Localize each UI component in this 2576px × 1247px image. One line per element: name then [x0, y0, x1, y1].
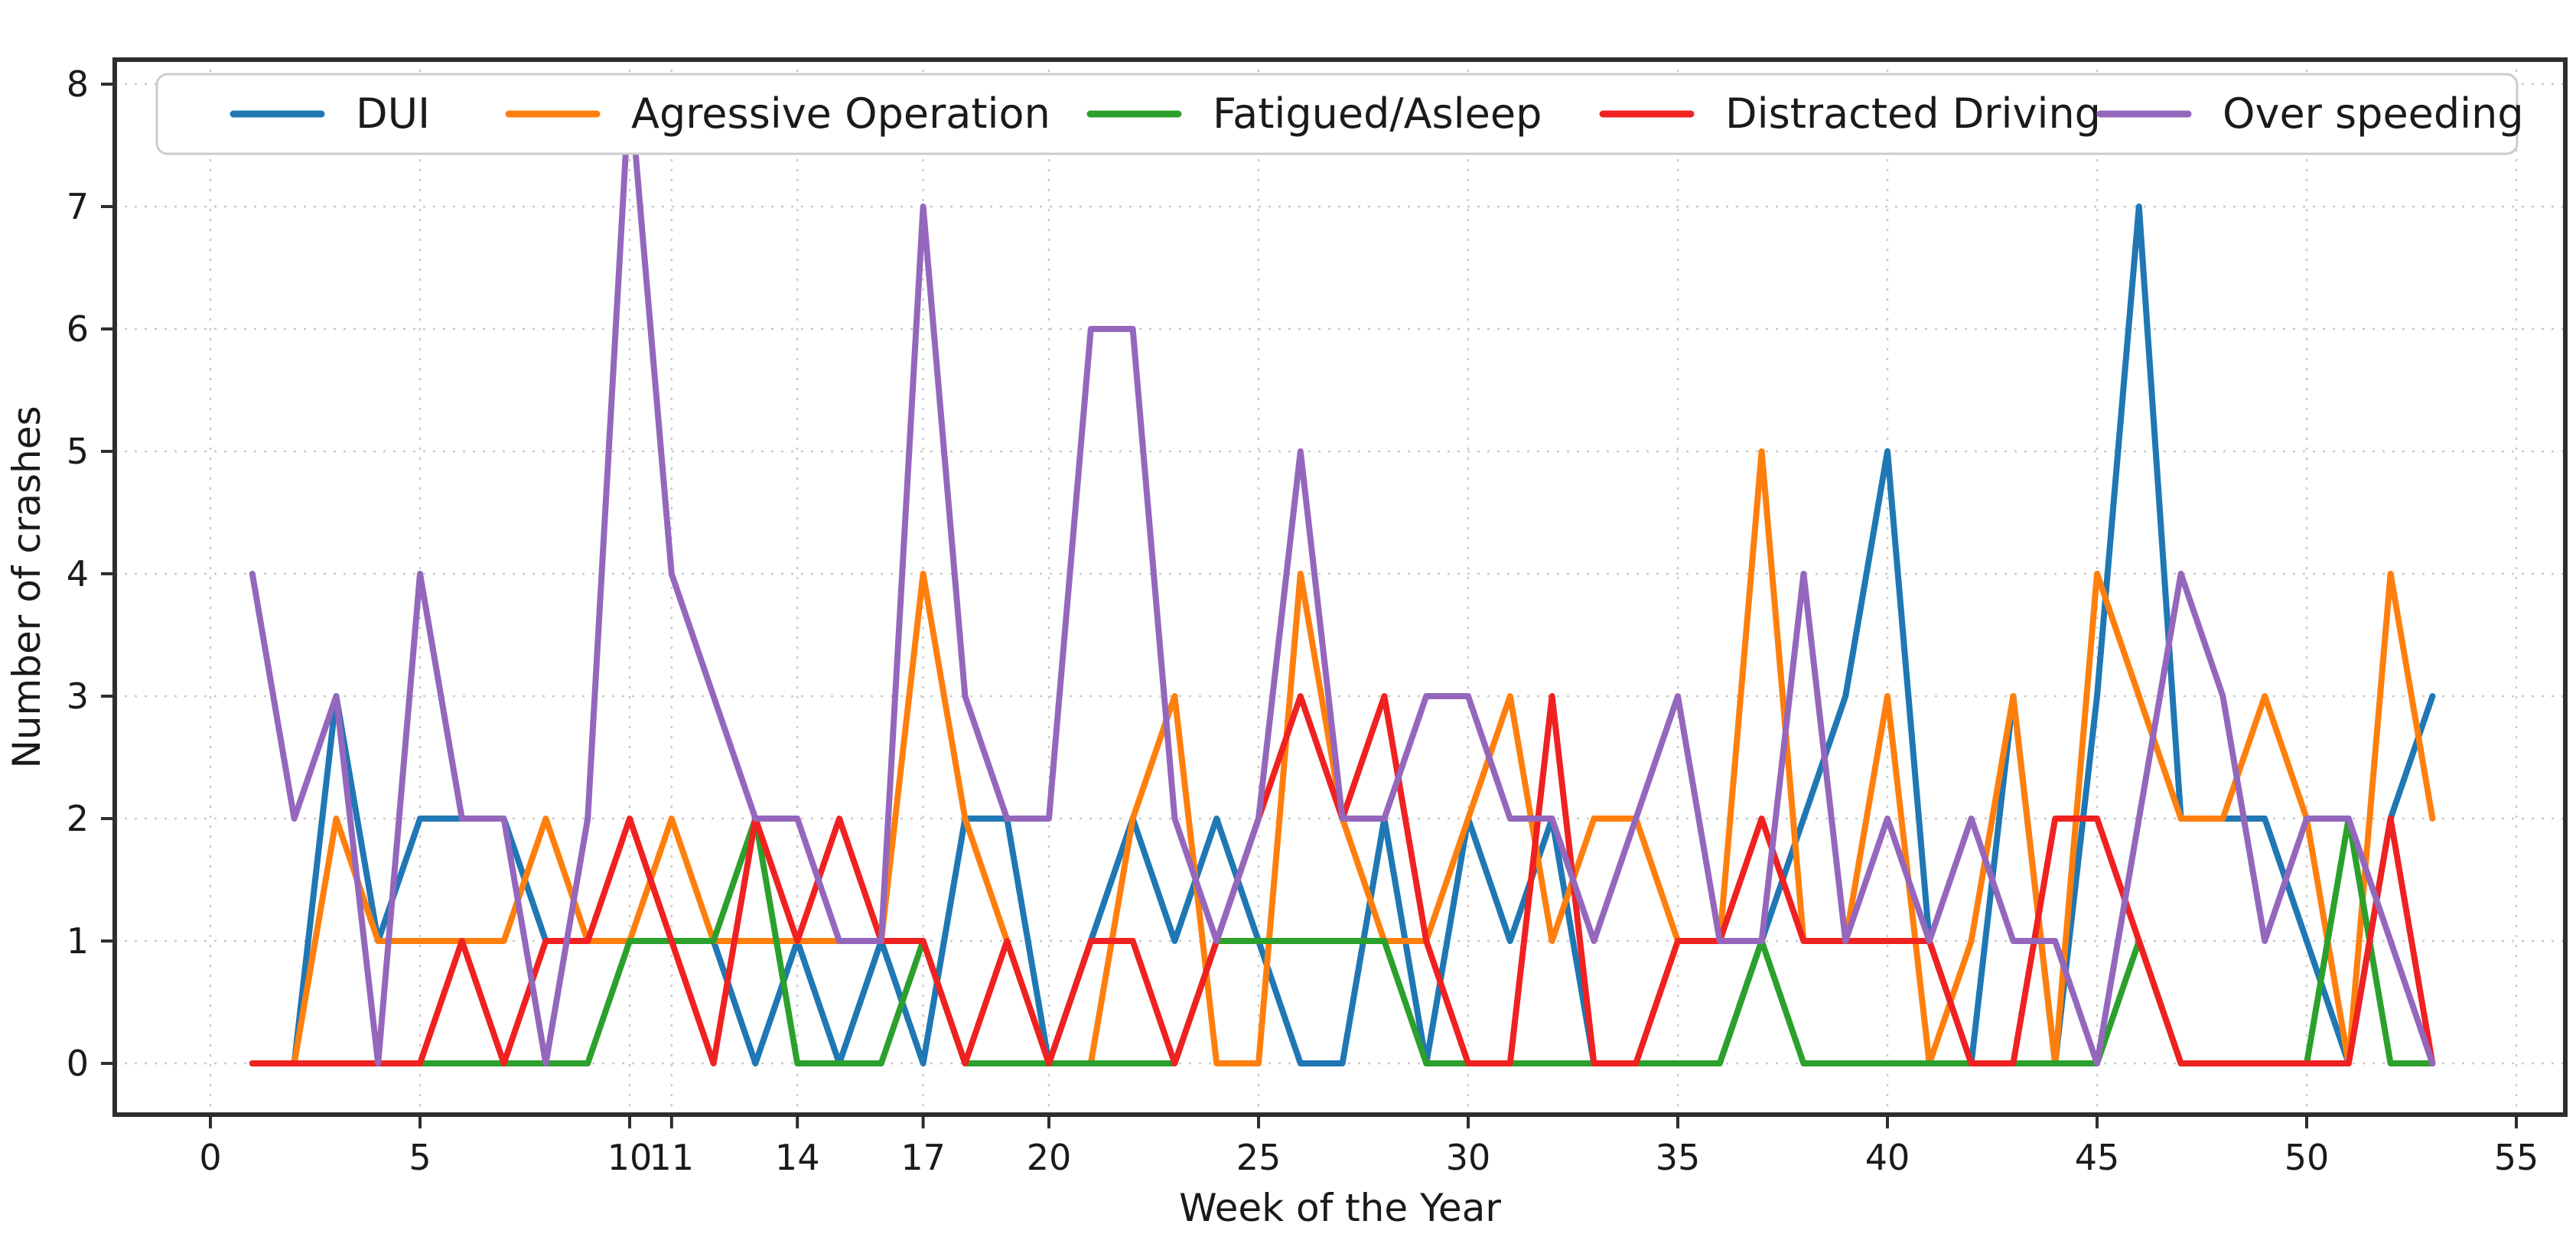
y-tick-label-5: 5	[67, 431, 89, 472]
y-tick-label-4: 4	[67, 553, 89, 594]
legend-item-fatigued-asleep: Fatigued/Asleep	[1086, 90, 1542, 138]
x-tick-label-11: 11	[650, 1137, 695, 1178]
y-tick-label-6: 6	[67, 308, 89, 350]
x-tick-label-35: 35	[1656, 1137, 1701, 1178]
series-lines	[249, 81, 2436, 1066]
legend: DUI Agressive Operation Fatigued/Asleep Dis…	[155, 73, 2524, 155]
x-tick-label-14: 14	[775, 1137, 820, 1178]
y-tick-label-3: 3	[67, 676, 89, 717]
y-tick-label-2: 2	[67, 798, 89, 839]
line-agressive-operation	[249, 448, 2436, 1066]
x-tick-label-45: 45	[2075, 1137, 2120, 1178]
legend-label-5: Over speeding	[2223, 90, 2524, 138]
x-tick-label-40: 40	[1865, 1137, 1910, 1178]
x-tick-label-5: 5	[409, 1137, 431, 1178]
gridlines	[115, 60, 2565, 1115]
x-axis-label: Week of the Year	[1179, 1186, 1501, 1230]
y-tick-label-0: 0	[67, 1043, 89, 1084]
y-axis-label: Number of crashes	[5, 405, 49, 768]
legend-label-3: Fatigued/Asleep	[1213, 90, 1542, 138]
legend-item-distracted-driving: Distracted Driving	[1599, 90, 2101, 138]
line-over-speeding	[249, 81, 2436, 1066]
y-tick-label-7: 7	[67, 186, 89, 227]
axis-ticks	[101, 83, 2518, 1128]
y-tick-label-1: 1	[67, 920, 89, 962]
x-tick-label-0: 0	[199, 1137, 221, 1178]
x-tick-label-17: 17	[900, 1137, 946, 1178]
x-tick-label-10: 10	[607, 1137, 653, 1178]
x-tick-label-25: 25	[1236, 1137, 1281, 1178]
line-dui	[249, 203, 2436, 1066]
legend-label-4: Distracted Driving	[1725, 90, 2101, 138]
x-tick-label-55: 55	[2494, 1137, 2539, 1178]
x-tick-label-50: 50	[2285, 1137, 2330, 1178]
legend-item-agressive-operation: Agressive Operation	[505, 90, 1050, 138]
legend-box	[155, 73, 2519, 155]
y-tick-label-8: 8	[67, 63, 89, 105]
line-fatigued-asleep	[249, 816, 2436, 1066]
x-tick-label-30: 30	[1446, 1137, 1491, 1178]
legend-label-1: DUI	[356, 90, 430, 138]
legend-label-2: Agressive Operation	[631, 90, 1050, 138]
legend-item-dui: DUI	[230, 90, 430, 138]
x-tick-label-20: 20	[1027, 1137, 1072, 1178]
plot-frame	[112, 57, 2568, 1117]
legend-item-over-speeding: Over speeding	[2096, 90, 2524, 138]
